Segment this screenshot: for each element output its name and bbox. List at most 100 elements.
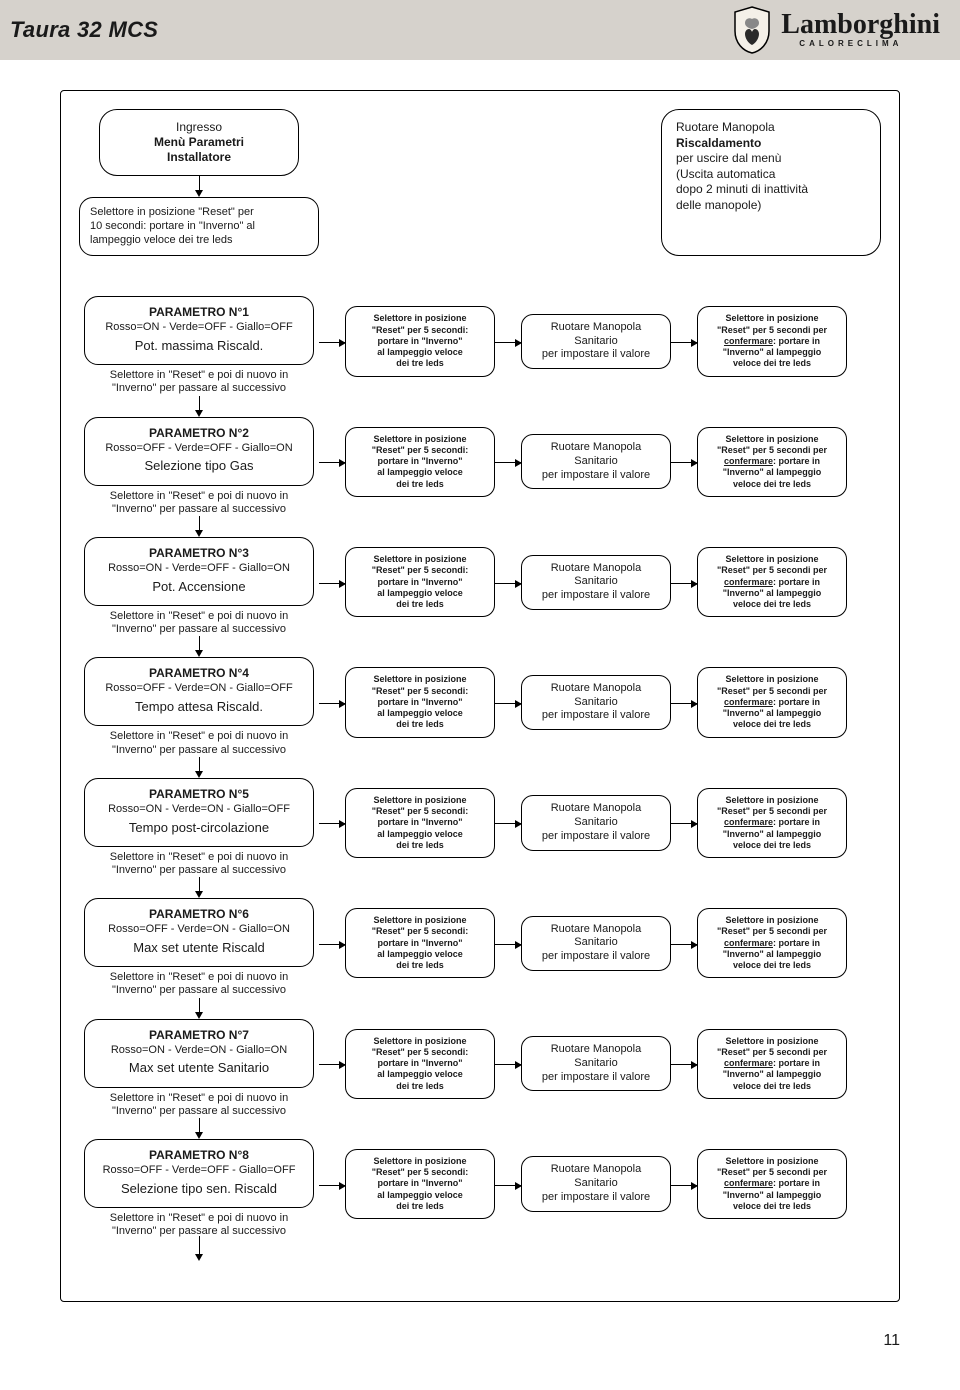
step-reset-box: Selettore in posizione"Reset" per 5 seco… bbox=[345, 908, 495, 978]
connector-right bbox=[671, 342, 697, 343]
step-confirm-box: Selettore in posizione"Reset" per 5 seco… bbox=[697, 788, 847, 858]
step-confirm-box: Selettore in posizione"Reset" per 5 seco… bbox=[697, 427, 847, 497]
exit-l1: Ruotare Manopola bbox=[676, 120, 866, 136]
connector-right bbox=[495, 944, 521, 945]
step-reset-box: Selettore in posizione"Reset" per 5 seco… bbox=[345, 788, 495, 858]
param-left-col: PARAMETRO N°5Rosso=ON - Verde=ON - Giall… bbox=[79, 778, 319, 877]
param-box: PARAMETRO N°5Rosso=ON - Verde=ON - Giall… bbox=[84, 778, 314, 847]
param-desc: Tempo attesa Riscald. bbox=[95, 699, 303, 715]
param-block: PARAMETRO N°6Rosso=OFF - Verde=ON - Gial… bbox=[79, 877, 881, 997]
step-confirm-box: Selettore in posizione"Reset" per 5 seco… bbox=[697, 547, 847, 617]
exit-l4: (Uscita automatica bbox=[676, 167, 866, 183]
connector-right bbox=[671, 462, 697, 463]
connector-right bbox=[671, 1064, 697, 1065]
param-leds: Rosso=OFF - Verde=ON - Giallo=OFF bbox=[95, 682, 303, 696]
connector-down bbox=[79, 636, 319, 657]
next-l2: "Inverno" per passare al successivo bbox=[90, 744, 308, 757]
step-confirm-box: Selettore in posizione"Reset" per 5 seco… bbox=[697, 667, 847, 737]
param-leds: Rosso=ON - Verde=ON - Giallo=ON bbox=[95, 1044, 303, 1058]
next-l1: Selettore in "Reset" e poi di nuovo in bbox=[90, 851, 308, 864]
param-leds: Rosso=ON - Verde=OFF - Giallo=OFF bbox=[95, 321, 303, 335]
next-l1: Selettore in "Reset" e poi di nuovo in bbox=[90, 971, 308, 984]
connector-right bbox=[495, 342, 521, 343]
param-box: PARAMETRO N°2Rosso=OFF - Verde=OFF - Gia… bbox=[84, 417, 314, 486]
param-box: PARAMETRO N°7Rosso=ON - Verde=ON - Giall… bbox=[84, 1019, 314, 1088]
connector-right bbox=[671, 703, 697, 704]
exit-l2: Riscaldamento bbox=[676, 136, 866, 152]
param-title: PARAMETRO N°8 bbox=[95, 1148, 303, 1163]
next-l2: "Inverno" per passare al successivo bbox=[90, 1225, 308, 1238]
shield-icon bbox=[731, 5, 773, 55]
param-steps: Selettore in posizione"Reset" per 5 seco… bbox=[319, 547, 847, 617]
start-box: Ingresso Menù Parametri Installatore bbox=[99, 109, 299, 176]
step-reset-box: Selettore in posizione"Reset" per 5 seco… bbox=[345, 306, 495, 376]
step-reset-box: Selettore in posizione"Reset" per 5 seco… bbox=[345, 1029, 495, 1099]
param-steps: Selettore in posizione"Reset" per 5 seco… bbox=[319, 1029, 847, 1099]
param-block: PARAMETRO N°7Rosso=ON - Verde=ON - Giall… bbox=[79, 998, 881, 1118]
connector-right bbox=[319, 342, 345, 343]
step-rotate-box: Ruotare ManopolaSanitarioper impostare i… bbox=[521, 916, 671, 971]
next-l2: "Inverno" per passare al successivo bbox=[90, 864, 308, 877]
param-block: PARAMETRO N°3Rosso=ON - Verde=OFF - Gial… bbox=[79, 516, 881, 636]
param-desc: Max set utente Riscald bbox=[95, 940, 303, 956]
next-instruction: Selettore in "Reset" e poi di nuovo in"I… bbox=[84, 606, 314, 636]
param-steps: Selettore in posizione"Reset" per 5 seco… bbox=[319, 908, 847, 978]
param-desc: Selezione tipo Gas bbox=[95, 458, 303, 474]
entry-l1: Selettore in posizione "Reset" per bbox=[90, 206, 308, 220]
entry-instruction-box: Selettore in posizione "Reset" per 10 se… bbox=[79, 197, 319, 256]
step-confirm-box: Selettore in posizione"Reset" per 5 seco… bbox=[697, 908, 847, 978]
next-l1: Selettore in "Reset" e poi di nuovo in bbox=[90, 1212, 308, 1225]
step-confirm-box: Selettore in posizione"Reset" per 5 seco… bbox=[697, 1029, 847, 1099]
param-box: PARAMETRO N°4Rosso=OFF - Verde=ON - Gial… bbox=[84, 657, 314, 726]
exit-box: Ruotare Manopola Riscaldamento per uscir… bbox=[661, 109, 881, 256]
step-rotate-box: Ruotare ManopolaSanitarioper impostare i… bbox=[521, 314, 671, 369]
brand-name: Lamborghini bbox=[781, 12, 940, 37]
connector-right bbox=[319, 583, 345, 584]
step-confirm-box: Selettore in posizione"Reset" per 5 seco… bbox=[697, 1149, 847, 1219]
param-row: PARAMETRO N°8Rosso=OFF - Verde=OFF - Gia… bbox=[79, 1139, 881, 1238]
final-connector bbox=[79, 1236, 319, 1261]
param-row: PARAMETRO N°3Rosso=ON - Verde=OFF - Gial… bbox=[79, 537, 881, 636]
flowchart-frame: Ingresso Menù Parametri Installatore Sel… bbox=[60, 90, 900, 1302]
connector-down bbox=[79, 1118, 319, 1139]
param-block: PARAMETRO N°4Rosso=OFF - Verde=ON - Gial… bbox=[79, 636, 881, 756]
connector-right bbox=[495, 703, 521, 704]
param-desc: Pot. massima Riscald. bbox=[95, 338, 303, 354]
param-title: PARAMETRO N°5 bbox=[95, 787, 303, 802]
param-left-col: PARAMETRO N°6Rosso=OFF - Verde=ON - Gial… bbox=[79, 898, 319, 997]
entry-l2: 10 secondi: portare in "Inverno" al bbox=[90, 220, 308, 234]
param-row: PARAMETRO N°4Rosso=OFF - Verde=ON - Gial… bbox=[79, 657, 881, 756]
connector-right bbox=[319, 944, 345, 945]
param-title: PARAMETRO N°2 bbox=[95, 426, 303, 441]
brand-logo: Lamborghini CALORECLIMA bbox=[731, 5, 940, 55]
top-row: Ingresso Menù Parametri Installatore Sel… bbox=[79, 109, 881, 256]
param-steps: Selettore in posizione"Reset" per 5 seco… bbox=[319, 306, 847, 376]
param-title: PARAMETRO N°1 bbox=[95, 305, 303, 320]
param-leds: Rosso=OFF - Verde=OFF - Giallo=OFF bbox=[95, 1164, 303, 1178]
start-line3: Installatore bbox=[114, 150, 284, 165]
step-rotate-box: Ruotare ManopolaSanitarioper impostare i… bbox=[521, 795, 671, 850]
next-instruction: Selettore in "Reset" e poi di nuovo in"I… bbox=[84, 726, 314, 756]
param-desc: Selezione tipo sen. Riscald bbox=[95, 1181, 303, 1197]
param-leds: Rosso=ON - Verde=OFF - Giallo=ON bbox=[95, 562, 303, 576]
param-block: PARAMETRO N°8Rosso=OFF - Verde=OFF - Gia… bbox=[79, 1118, 881, 1238]
param-block: PARAMETRO N°1Rosso=ON - Verde=OFF - Gial… bbox=[79, 296, 881, 395]
param-left-col: PARAMETRO N°1Rosso=ON - Verde=OFF - Gial… bbox=[79, 296, 319, 395]
connector-down bbox=[79, 516, 319, 537]
next-l2: "Inverno" per passare al successivo bbox=[90, 382, 308, 395]
product-title: Taura 32 MCS bbox=[10, 17, 158, 43]
page-number: 11 bbox=[0, 1322, 960, 1370]
next-l1: Selettore in "Reset" e poi di nuovo in bbox=[90, 730, 308, 743]
next-instruction: Selettore in "Reset" e poi di nuovo in"I… bbox=[84, 967, 314, 997]
step-rotate-box: Ruotare ManopolaSanitarioper impostare i… bbox=[521, 1156, 671, 1211]
param-left-col: PARAMETRO N°4Rosso=OFF - Verde=ON - Gial… bbox=[79, 657, 319, 756]
next-l1: Selettore in "Reset" e poi di nuovo in bbox=[90, 1092, 308, 1105]
step-reset-box: Selettore in posizione"Reset" per 5 seco… bbox=[345, 547, 495, 617]
brand-subtitle: CALORECLIMA bbox=[799, 39, 902, 48]
param-box: PARAMETRO N°3Rosso=ON - Verde=OFF - Gial… bbox=[84, 537, 314, 606]
param-left-col: PARAMETRO N°7Rosso=ON - Verde=ON - Giall… bbox=[79, 1019, 319, 1118]
exit-l5: dopo 2 minuti di inattività bbox=[676, 182, 866, 198]
param-row: PARAMETRO N°6Rosso=OFF - Verde=ON - Gial… bbox=[79, 898, 881, 997]
connector-right bbox=[671, 1185, 697, 1186]
param-leds: Rosso=OFF - Verde=OFF - Giallo=ON bbox=[95, 442, 303, 456]
